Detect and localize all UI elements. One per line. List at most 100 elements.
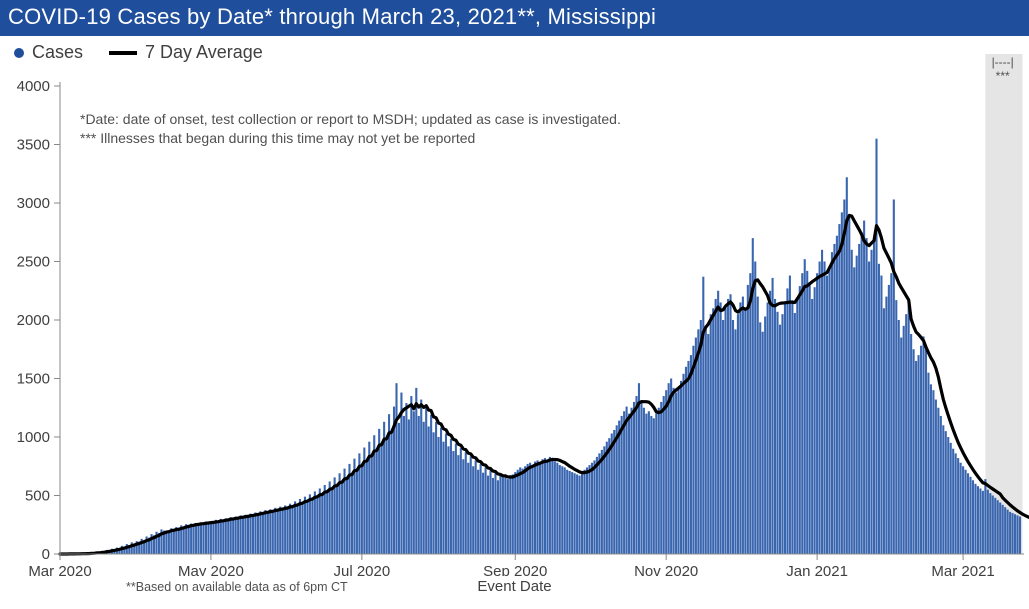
case-bar xyxy=(749,273,751,554)
case-bar xyxy=(480,464,482,554)
x-tick: Jul 2020 xyxy=(333,554,390,576)
case-bar xyxy=(922,336,924,554)
y-tick: 4000 xyxy=(17,78,60,95)
case-bar xyxy=(309,494,311,554)
case-bar xyxy=(804,259,806,554)
case-bar xyxy=(198,524,200,554)
svg-text:3500: 3500 xyxy=(17,137,50,154)
case-bar xyxy=(294,501,296,554)
case-bar xyxy=(880,276,882,554)
case-bar xyxy=(217,521,219,554)
case-bar xyxy=(564,467,566,554)
case-bar xyxy=(569,471,571,554)
case-bar xyxy=(913,349,915,554)
case-bar xyxy=(705,326,707,554)
case-bar xyxy=(658,408,660,554)
case-bar xyxy=(546,460,548,554)
case-bar xyxy=(739,302,741,554)
case-bar xyxy=(982,491,984,554)
y-tick: 1000 xyxy=(17,429,60,446)
case-bar xyxy=(168,531,170,554)
case-bar xyxy=(843,199,845,554)
case-bar xyxy=(395,383,397,554)
y-tick: 500 xyxy=(25,488,60,505)
case-bar xyxy=(408,419,410,554)
case-bar xyxy=(786,288,788,554)
case-bar xyxy=(324,485,326,554)
case-bar xyxy=(371,455,373,554)
case-bar xyxy=(747,285,749,554)
case-bar xyxy=(673,388,675,554)
case-bar xyxy=(195,523,197,554)
case-bar xyxy=(586,467,588,554)
case-bar xyxy=(447,446,449,554)
case-bar xyxy=(356,469,358,554)
case-bar xyxy=(621,416,623,554)
case-bar xyxy=(601,450,603,554)
case-bar xyxy=(776,312,778,554)
case-bar xyxy=(734,329,736,554)
case-bar xyxy=(551,458,553,554)
case-bar xyxy=(737,314,739,554)
case-bar xyxy=(744,308,746,554)
shade-marker-stars: *** xyxy=(996,69,1010,83)
svg-text:500: 500 xyxy=(25,488,50,505)
case-bar xyxy=(435,422,437,554)
case-bar xyxy=(272,511,274,554)
case-bar xyxy=(759,322,761,554)
case-bar xyxy=(489,470,491,554)
case-bar xyxy=(863,221,865,554)
case-bar xyxy=(974,484,976,554)
case-bar xyxy=(433,432,435,554)
case-bar xyxy=(848,215,850,554)
case-bar xyxy=(336,484,338,554)
svg-text:Jan 2021: Jan 2021 xyxy=(786,563,848,576)
case-bar xyxy=(1012,513,1014,554)
case-bar xyxy=(668,383,670,554)
case-bar xyxy=(571,472,573,554)
case-bar xyxy=(450,439,452,554)
case-bar xyxy=(566,470,568,554)
case-bar xyxy=(237,517,239,554)
case-bar xyxy=(202,523,204,554)
case-bar xyxy=(925,349,927,554)
case-bar xyxy=(715,299,717,554)
y-tick: 3500 xyxy=(17,137,60,154)
case-bar xyxy=(945,431,947,554)
case-bar xyxy=(883,308,885,554)
case-bar xyxy=(870,250,872,554)
case-bar xyxy=(245,515,247,554)
svg-text:4000: 4000 xyxy=(17,78,50,95)
case-bar xyxy=(514,472,516,554)
case-bar xyxy=(638,383,640,554)
case-bar xyxy=(927,373,929,554)
case-bar xyxy=(888,285,890,554)
case-bar xyxy=(299,499,301,554)
case-bar xyxy=(292,505,294,554)
case-bar xyxy=(230,517,232,554)
case-bar xyxy=(630,408,632,554)
case-bar xyxy=(1016,515,1018,554)
case-bar xyxy=(430,415,432,554)
case-bar xyxy=(413,411,415,554)
case-bar xyxy=(603,446,605,554)
case-bar xyxy=(962,466,964,554)
case-bar xyxy=(856,256,858,554)
case-bar xyxy=(628,414,630,554)
case-bar xyxy=(616,425,618,554)
case-bar xyxy=(311,498,313,554)
case-bar xyxy=(225,518,227,554)
case-bar xyxy=(841,212,843,554)
case-bar xyxy=(532,465,534,554)
case-bar xyxy=(692,346,694,554)
svg-text:2500: 2500 xyxy=(17,254,50,271)
case-bar xyxy=(898,320,900,554)
case-bar xyxy=(653,418,655,554)
case-bar xyxy=(541,459,543,554)
case-bar xyxy=(519,467,521,554)
case-bar xyxy=(774,299,776,554)
case-bar xyxy=(381,443,383,554)
case-bar xyxy=(910,334,912,554)
case-bar xyxy=(858,244,860,554)
case-bar xyxy=(665,390,667,554)
